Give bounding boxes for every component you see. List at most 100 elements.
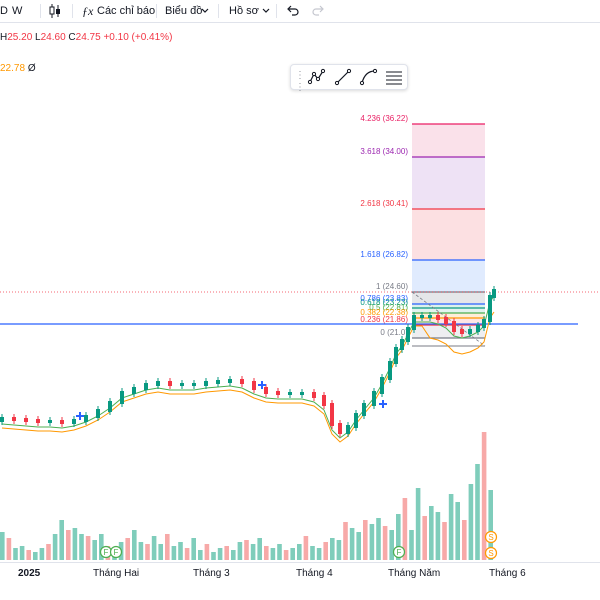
volume-bar <box>99 534 104 560</box>
candle-body <box>204 381 208 386</box>
candle-body <box>216 380 220 384</box>
high-value: 25.20 <box>7 32 33 43</box>
candle-body <box>240 379 244 384</box>
volume-bar <box>323 542 328 560</box>
volume-bar <box>310 546 315 560</box>
candle-body <box>60 420 64 424</box>
profile-menu-button[interactable]: Hồ sơ <box>229 5 259 17</box>
drag-handle-icon[interactable]: ⋮ ⋮ <box>295 70 305 93</box>
ohlc-legend: H25.20 L24.60 C24.75 +0.10 (+0.41%) <box>0 32 172 43</box>
interval-menu-button[interactable]: W <box>12 5 23 17</box>
trend-line-icon[interactable] <box>333 67 353 87</box>
volume-bar <box>198 550 203 560</box>
volume-bar <box>184 548 190 560</box>
volume-bar <box>356 532 361 560</box>
candle-body <box>192 383 196 386</box>
close-label: C <box>68 32 76 43</box>
volume-bar <box>455 502 460 560</box>
volume-bar <box>217 548 223 560</box>
time-label: Tháng Năm <box>388 568 441 579</box>
chevron-down-icon[interactable] <box>262 3 270 19</box>
indicators-button[interactable]: Các chỉ báo <box>97 5 156 17</box>
pattern-tool-icon[interactable] <box>307 67 327 87</box>
volume-bar <box>402 498 408 560</box>
fib-level-label: 2.618 (30.41) <box>360 199 408 208</box>
candle-body <box>322 395 326 406</box>
volume-bar <box>409 530 414 560</box>
visibility-icon[interactable]: Ø <box>27 63 36 74</box>
fib-zone <box>412 304 485 308</box>
candlestick-icon[interactable] <box>48 3 64 19</box>
volume-bar <box>72 528 78 560</box>
interval-button[interactable]: D <box>0 5 8 17</box>
slow-moving-average-line <box>1 311 495 443</box>
low-value: 24.60 <box>40 32 66 43</box>
volume-bar <box>448 494 454 560</box>
event-markers[interactable]: F F FSS <box>99 530 498 560</box>
earnings-marker[interactable] <box>109 545 123 559</box>
drawing-toolbar: ⋮ ⋮ <box>290 64 408 93</box>
function-icon[interactable]: ƒx <box>82 4 94 18</box>
volume-bar <box>376 518 381 560</box>
chevron-down-icon[interactable] <box>201 3 209 19</box>
volume-bar <box>297 544 302 560</box>
volume-bar <box>336 540 342 560</box>
split-marker[interactable] <box>484 546 498 560</box>
fib-retracement-icon[interactable] <box>384 67 404 87</box>
candle-body <box>276 391 280 395</box>
earnings-marker[interactable] <box>392 545 406 559</box>
split-marker[interactable] <box>484 530 498 544</box>
fib-zone <box>412 313 485 318</box>
volume-bar <box>0 532 5 560</box>
candle-body <box>412 315 416 330</box>
volume-bar <box>165 534 170 560</box>
chart-menu-button[interactable]: Biểu đồ <box>165 5 203 17</box>
volume-bar <box>66 530 71 560</box>
fib-extension-drawing[interactable]: 4.236 (36.22) 3.618 (34.00) 2.618 (30.41) 1… <box>360 114 486 347</box>
candle-body <box>48 420 52 423</box>
undo-icon[interactable] <box>286 3 300 19</box>
candle-body <box>428 315 432 318</box>
curve-tool-icon[interactable] <box>359 67 379 87</box>
candle-body <box>120 391 124 404</box>
candle-body <box>300 392 304 395</box>
candle-body <box>380 377 384 394</box>
candle-body <box>132 387 136 394</box>
volume-bar <box>349 528 355 560</box>
candle-body <box>144 383 148 390</box>
toolbar-divider <box>218 4 219 18</box>
volume-bar <box>204 544 210 560</box>
candle-body <box>0 417 4 422</box>
fib-level-label: 0.236 (21.86) <box>360 315 408 324</box>
volume-bar <box>178 542 183 560</box>
volume-bar <box>369 524 375 560</box>
volume-bar <box>343 522 348 560</box>
fib-level-label: 0.382 (22.38) <box>360 308 408 317</box>
volume-bar <box>396 514 401 560</box>
candle-body <box>492 289 496 298</box>
candle-body <box>468 329 472 334</box>
volume-bar <box>303 536 309 560</box>
volume-bar <box>85 536 91 560</box>
top-toolbar: D W ƒx Các chỉ báo Biểu đồ Hồ sơ <box>0 0 600 23</box>
candle-body <box>460 329 464 334</box>
time-label: Tháng 4 <box>296 568 333 579</box>
volume-bar <box>422 516 427 560</box>
volume-bar <box>264 546 269 560</box>
candle-body <box>156 381 160 386</box>
volume-bar <box>488 490 493 560</box>
volume-bar <box>330 538 335 560</box>
time-axis[interactable]: 2025 Tháng Hai Tháng 3 Tháng 4 Tháng Năm… <box>0 562 600 583</box>
redo-icon[interactable] <box>311 3 325 19</box>
toolbar-divider <box>156 4 157 18</box>
fast-moving-average-line <box>1 295 495 439</box>
candle-body <box>452 321 456 332</box>
fib-zone <box>412 292 485 304</box>
candle-body <box>252 381 256 390</box>
toolbar-divider <box>72 4 73 18</box>
volume-bar <box>92 540 97 560</box>
price-chart[interactable]: 4.236 (36.22) 3.618 (34.00) 2.618 (30.41) 1… <box>0 0 600 562</box>
volume-bar <box>6 538 12 560</box>
candle-body <box>84 415 88 422</box>
candle-body <box>346 425 350 434</box>
